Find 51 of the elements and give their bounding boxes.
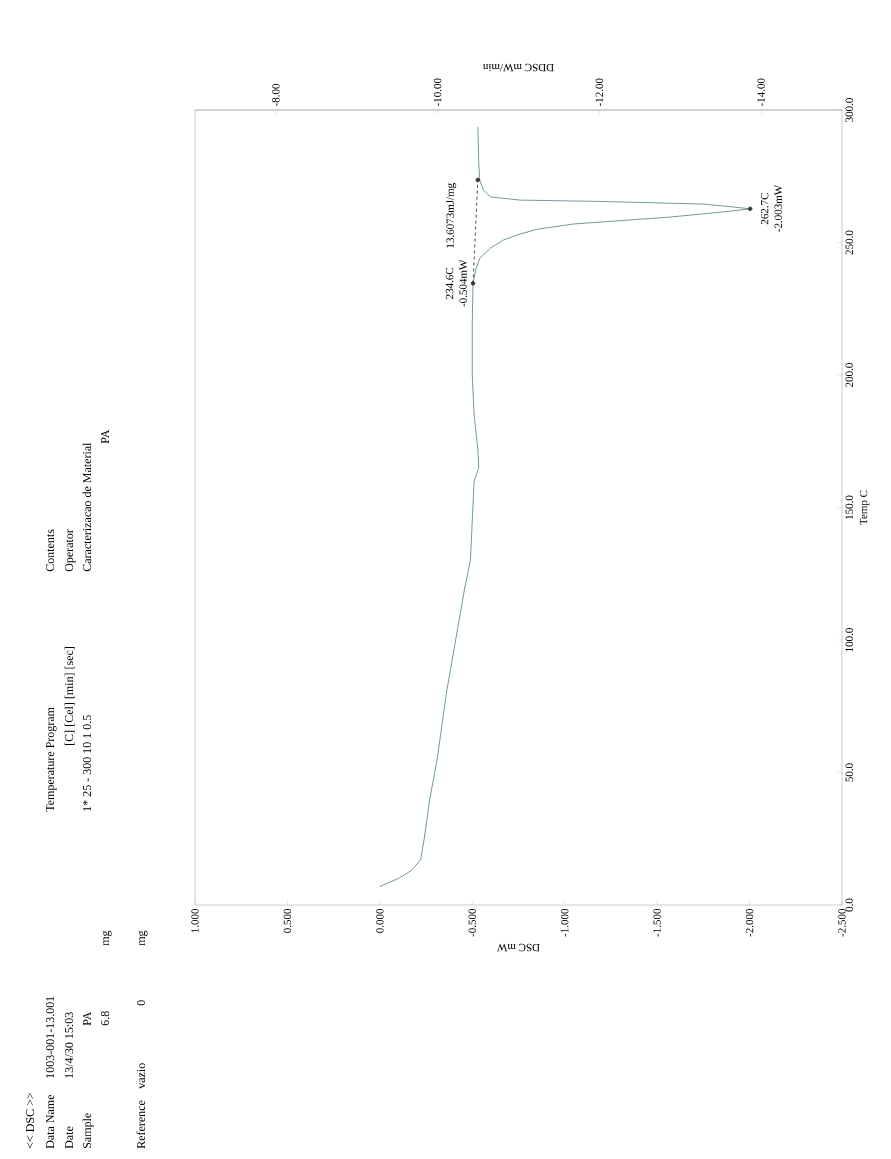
text: Contents [46, 529, 55, 572]
x2-tick-label: -10.00 [433, 78, 442, 107]
x2-tick-label: -8.00 [272, 84, 280, 107]
text: Temperature Program [46, 707, 57, 812]
text: 1003-001-13.001 [46, 996, 55, 1078]
y-tick-label: 100.0 [845, 628, 853, 652]
text: 1* 25 - 300 10 1 0.5 [83, 715, 92, 811]
text: Data Name [46, 1094, 55, 1149]
x-tick-label: -2.500 [838, 908, 846, 937]
text: Reference [136, 1100, 146, 1149]
annotation: -2.003mW [774, 184, 782, 232]
y-tick-label: 300.0 [845, 98, 853, 122]
text: mg [138, 930, 148, 946]
y-tick-label: 150.0 [845, 495, 853, 519]
x-tick-label: 0.000 [376, 908, 384, 933]
line-series [379, 126, 751, 887]
text: 13/4/30 15:03 [65, 1012, 74, 1078]
text: mg [102, 930, 112, 946]
point [747, 206, 753, 212]
x-tick-label: -1.500 [653, 908, 661, 937]
x-tick-label: -1.000 [560, 908, 569, 937]
x-axis-title: DSC mW [496, 943, 540, 952]
x-tick-label: -0.500 [468, 908, 477, 937]
annotation: -0.504mW [459, 259, 467, 307]
y-tick-label: 200.0 [845, 363, 853, 387]
x2-axis-title: DDSC mW/min [483, 63, 554, 72]
text: 6.8 [101, 1011, 110, 1026]
text: PA [83, 1011, 91, 1026]
point [470, 281, 476, 286]
y-tick-label: 50.0 [845, 763, 853, 782]
point [475, 177, 481, 183]
x2-tick-label: -14.00 [757, 78, 765, 107]
x-tick-label: 1.000 [191, 908, 199, 933]
annotation: 234.6C [445, 267, 454, 299]
text: [C] [Cel] [min] [sec] [64, 647, 75, 745]
y-tick-label: 250.0 [845, 230, 853, 255]
text: PA [101, 429, 109, 444]
text: vazio [137, 1063, 146, 1089]
y-tick-label: 0.0 [845, 898, 853, 912]
annotation: 262.7C [760, 193, 769, 225]
text: 0 [137, 1000, 146, 1006]
x2-tick-label: -12.00 [595, 78, 604, 107]
text: << DSC >> [26, 1092, 35, 1149]
x-tick-label: 0.500 [283, 908, 292, 933]
text: Caracterizacao de Material [82, 442, 92, 572]
y-axis-title: Temp C [859, 490, 870, 525]
text: Sample [82, 1113, 94, 1149]
x-tick-label: -2.000 [745, 908, 754, 937]
text: Operator [65, 529, 76, 572]
annotation: 13.6073mJ/mg [446, 183, 457, 248]
text: Date [65, 1126, 74, 1149]
